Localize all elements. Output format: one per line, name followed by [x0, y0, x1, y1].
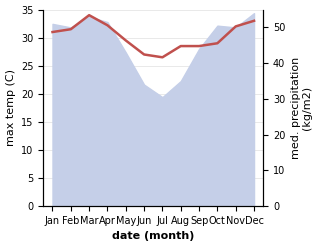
Y-axis label: med. precipitation
(kg/m2): med. precipitation (kg/m2)	[291, 57, 313, 159]
X-axis label: date (month): date (month)	[112, 231, 194, 242]
Y-axis label: max temp (C): max temp (C)	[5, 69, 16, 146]
